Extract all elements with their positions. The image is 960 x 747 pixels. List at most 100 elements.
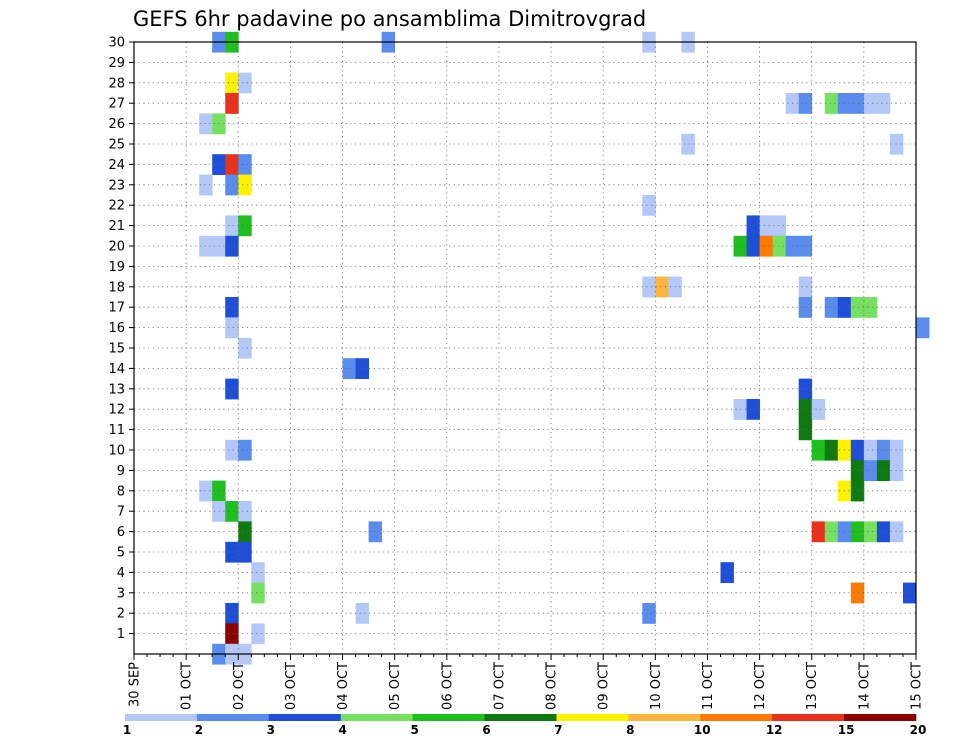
precip-cell xyxy=(850,93,865,114)
colorbar-tick-label: 1 xyxy=(123,723,131,737)
y-tick-label: 9 xyxy=(117,464,125,479)
y-tick-label: 29 xyxy=(108,56,125,71)
x-tick-label: 13 OCT xyxy=(805,662,820,710)
precip-cell xyxy=(225,623,239,645)
precip-cell xyxy=(863,439,878,461)
y-tick-label: 30 xyxy=(108,36,125,51)
precip-cell xyxy=(863,521,878,543)
colorbar-swatch xyxy=(268,714,342,721)
colorbar-tick-label: 8 xyxy=(626,723,634,737)
precip-cell xyxy=(225,439,239,461)
precip-cell xyxy=(798,378,813,400)
precip-cell xyxy=(916,317,930,339)
precip-cell xyxy=(225,93,239,114)
precip-cell xyxy=(824,521,839,543)
precip-cell xyxy=(199,113,213,135)
y-tick-label: 12 xyxy=(108,403,125,418)
y-tick-label: 19 xyxy=(108,260,125,275)
precip-cell xyxy=(811,439,826,461)
colorbar-tick-label: 2 xyxy=(195,723,203,737)
y-tick-label: 4 xyxy=(117,566,125,581)
precip-cell xyxy=(342,358,356,379)
colorbar-tick-label: 7 xyxy=(554,723,562,737)
precip-cell xyxy=(199,480,213,502)
y-tick-label: 11 xyxy=(108,423,125,438)
precip-cell xyxy=(225,317,239,339)
x-tick-label: 09 OCT xyxy=(597,662,612,710)
precip-cell xyxy=(238,541,252,563)
precip-cell xyxy=(355,358,369,379)
precip-cell xyxy=(850,521,865,543)
precip-cell xyxy=(889,521,904,543)
precip-cell xyxy=(238,154,252,175)
colorbar-tick-label: 4 xyxy=(339,723,347,737)
x-tick-label: 03 OCT xyxy=(284,662,299,710)
precip-cell xyxy=(733,235,747,257)
colorbar-tick-label: 6 xyxy=(482,723,490,737)
colorbar-swatch xyxy=(556,714,629,721)
x-tick-label: 06 OCT xyxy=(440,662,455,710)
x-tick-label: 07 OCT xyxy=(492,662,507,710)
precip-cell xyxy=(238,501,252,522)
colorbar-swatch xyxy=(628,714,701,721)
precip-cell xyxy=(225,297,239,318)
y-tick-label: 8 xyxy=(117,484,125,499)
y-tick-label: 6 xyxy=(117,525,125,540)
precip-cell xyxy=(850,439,865,461)
y-tick-label: 27 xyxy=(108,97,125,112)
y-tick-label: 13 xyxy=(108,382,125,397)
y-tick-label: 1 xyxy=(117,627,125,642)
y-axis: 1234567891011121314151617181920212223242… xyxy=(108,36,134,642)
colorbar-swatch xyxy=(484,714,557,721)
x-tick-label: 05 OCT xyxy=(388,662,403,710)
precip-cell xyxy=(655,276,669,298)
precip-cell xyxy=(798,93,813,114)
y-tick-label: 10 xyxy=(108,444,125,459)
precip-cell xyxy=(746,235,760,257)
precip-cell xyxy=(199,174,213,196)
precip-cell xyxy=(225,541,239,563)
x-tick-label: 10 OCT xyxy=(649,662,664,710)
precip-cell xyxy=(733,399,747,420)
precip-cell xyxy=(772,235,787,257)
x-tick-label: 02 OCT xyxy=(232,662,247,710)
y-tick-label: 7 xyxy=(117,505,125,520)
y-tick-label: 24 xyxy=(108,158,125,173)
precip-cell xyxy=(876,460,891,481)
precip-cell xyxy=(798,297,813,318)
precip-cell xyxy=(876,521,891,543)
precip-cell xyxy=(863,297,878,318)
y-tick-label: 5 xyxy=(117,546,125,561)
precip-cell xyxy=(850,460,865,481)
y-tick-label: 26 xyxy=(108,117,125,132)
precip-cell xyxy=(850,480,865,502)
precip-cell xyxy=(251,623,265,645)
precip-cell xyxy=(798,399,813,420)
colorbar-swatch xyxy=(844,714,917,721)
precip-cell xyxy=(863,93,878,114)
x-tick-label: 15 OCT xyxy=(910,662,925,710)
precip-cell xyxy=(889,460,904,481)
y-tick-label: 15 xyxy=(108,342,125,357)
precip-cell xyxy=(251,562,265,583)
precip-cell xyxy=(238,337,252,359)
precip-cell xyxy=(225,378,239,400)
grid-layer xyxy=(134,42,916,654)
precip-cell xyxy=(850,297,865,318)
precip-cell xyxy=(772,215,787,237)
colorbar-tick-label: 20 xyxy=(910,723,927,737)
precip-cell xyxy=(876,93,891,114)
precip-cell xyxy=(759,235,774,257)
precip-cell xyxy=(876,439,891,461)
precip-cell xyxy=(238,72,252,94)
colorbar-swatch xyxy=(700,714,773,721)
y-tick-label: 25 xyxy=(108,138,125,153)
precip-cell xyxy=(798,276,813,298)
x-axis: 30 SEP 01 OCT 02 OCT 03 OCT 04 OCT 05 OCT 06 O… xyxy=(128,654,925,710)
colorbar-tick-label: 3 xyxy=(267,723,275,737)
precip-cell xyxy=(225,501,239,522)
colorbar: 1 2 3 4 5 6 7 8 10 12 15 20 xyxy=(123,714,927,737)
precip-cell xyxy=(238,174,252,196)
y-tick-label: 18 xyxy=(108,280,125,295)
y-tick-label: 14 xyxy=(108,362,125,377)
